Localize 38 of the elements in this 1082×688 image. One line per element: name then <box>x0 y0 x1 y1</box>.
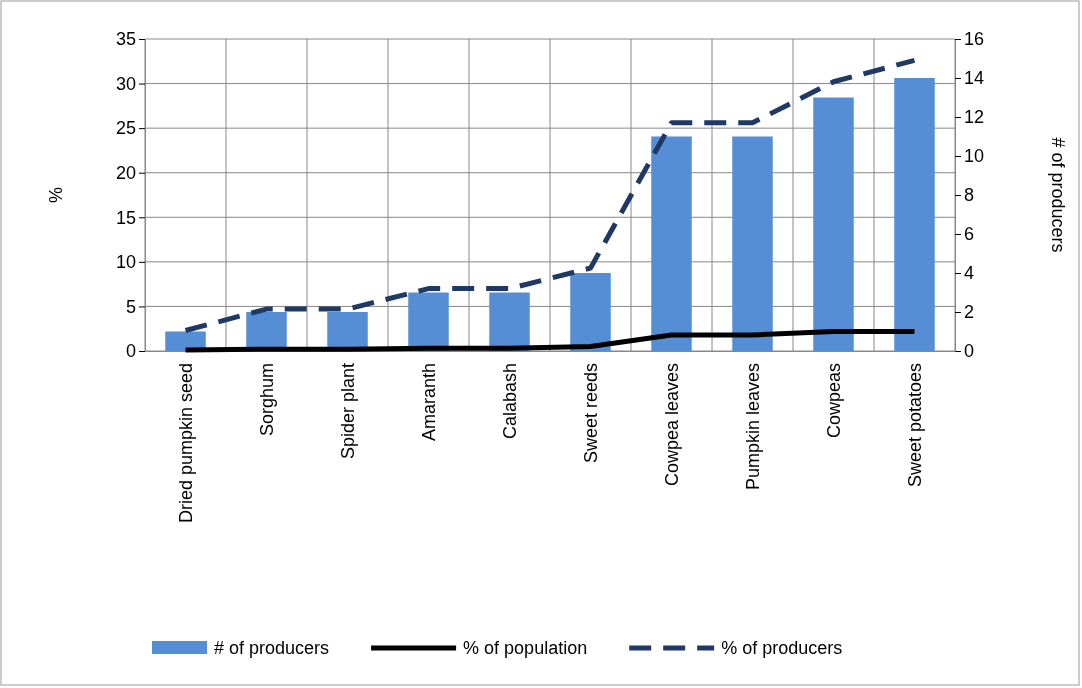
y-tick-label: 10 <box>115 252 136 273</box>
x-tick-label: Sweet potatoes <box>904 363 925 488</box>
y-tick-label: 35 <box>115 29 136 50</box>
x-tick-label: Pumpkin leaves <box>742 363 763 491</box>
y2-tick-label: 2 <box>964 302 975 323</box>
bar <box>570 273 611 351</box>
y2-tick-label: 8 <box>964 185 975 206</box>
y-tick-label: 30 <box>115 73 136 94</box>
bar <box>732 136 773 351</box>
x-tick-label: Sorghum <box>256 363 277 437</box>
y2-axis-title: # of producers <box>1048 137 1068 253</box>
bar <box>813 97 854 351</box>
x-tick-label: Amaranth <box>418 363 439 442</box>
y2-tick-label: 16 <box>964 29 985 50</box>
x-tick-label: Spider plant <box>337 363 358 460</box>
y2-tick-label: 14 <box>964 68 985 89</box>
y2-tick-label: 4 <box>964 263 975 284</box>
y2-tick-label: 6 <box>964 224 975 245</box>
bar <box>489 292 530 351</box>
y-tick-label: 5 <box>125 296 136 317</box>
x-tick-label: Calabash <box>499 363 520 440</box>
x-tick-label: Dried pumpkin seed <box>175 363 196 524</box>
x-tick-label: Cowpeas <box>823 363 844 439</box>
y-tick-label: 20 <box>115 162 136 183</box>
y-tick-label: 0 <box>125 341 136 362</box>
y2-tick-label: 12 <box>964 107 985 128</box>
y-tick-label: 25 <box>115 118 136 139</box>
x-tick-label: Cowpea leaves <box>661 363 682 487</box>
bar <box>651 136 692 351</box>
y-axis-title: % <box>46 186 66 204</box>
legend-label: % of producers <box>721 638 843 659</box>
y2-tick-label: 10 <box>964 146 985 167</box>
x-tick-label: Sweet reeds <box>580 363 601 464</box>
bar <box>894 78 935 351</box>
y2-tick-label: 0 <box>964 341 975 362</box>
y-tick-label: 15 <box>115 207 136 228</box>
legend-label: # of producers <box>214 638 330 659</box>
legend-label: % of population <box>463 638 588 659</box>
